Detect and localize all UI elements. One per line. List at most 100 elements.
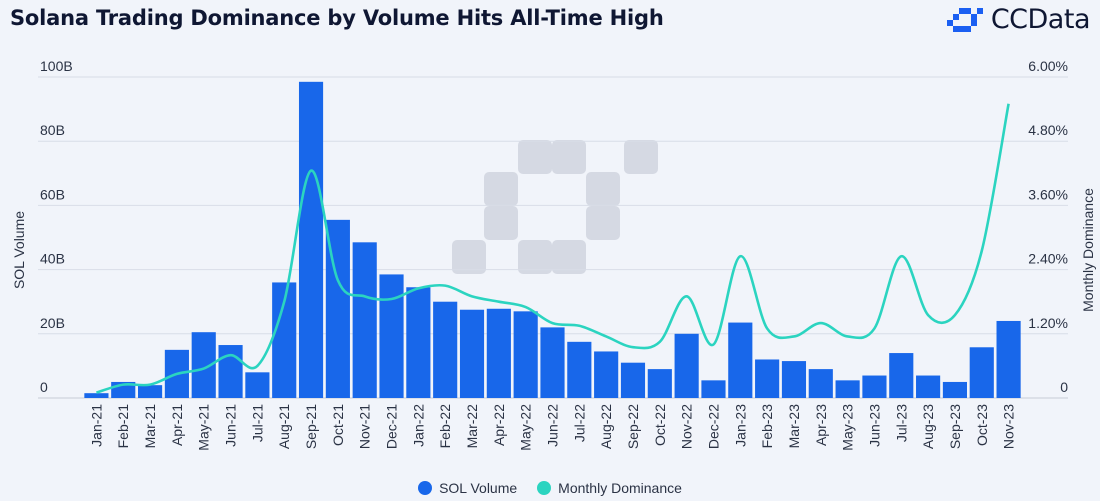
watermark-block	[452, 240, 486, 274]
line-series	[96, 103, 1010, 394]
bar	[245, 372, 270, 398]
bar	[647, 369, 672, 398]
x-tick-label: Aug-21	[276, 404, 292, 449]
dominance-line	[96, 103, 1010, 394]
y-tick-label: 100B	[40, 58, 73, 74]
y2-tick-label: 2.40%	[1028, 251, 1068, 267]
bar	[701, 380, 726, 398]
x-tick-label: Mar-23	[786, 404, 802, 449]
x-tick-label: Jun-23	[866, 404, 882, 447]
page-title: Solana Trading Dominance by Volume Hits …	[10, 6, 664, 30]
watermark-block	[484, 206, 518, 240]
ccdata-logo-icon	[946, 7, 983, 32]
watermark-block	[518, 240, 552, 274]
legend-swatch-bar	[418, 481, 433, 495]
bar-series	[84, 81, 1021, 398]
x-tick-label: Jan-22	[410, 404, 426, 447]
bar	[379, 274, 404, 398]
bar	[916, 375, 941, 398]
x-tick-label: Oct-23	[974, 404, 990, 446]
brand-logo: CCData	[946, 4, 1091, 35]
x-tick-label: Jul-21	[249, 404, 265, 442]
bar	[889, 353, 914, 398]
x-tick-label: May-21	[196, 404, 212, 451]
y2-tick-label: 0	[1060, 379, 1068, 395]
bar	[996, 320, 1021, 398]
x-tick-label: Nov-21	[357, 404, 373, 449]
x-tick-label: Jul-22	[571, 404, 587, 442]
chart-legend: SOL Volume Monthly Dominance	[0, 480, 1100, 496]
bar	[486, 308, 511, 398]
bar	[862, 375, 887, 398]
legend-label: Monthly Dominance	[558, 480, 682, 496]
x-tick-label: May-23	[840, 404, 856, 451]
bar	[84, 393, 109, 398]
x-tick-label: Mar-22	[464, 404, 480, 449]
legend-swatch-line	[537, 481, 552, 495]
x-tick-label: Sep-21	[303, 404, 319, 449]
bar	[433, 301, 458, 398]
x-tick-label: Jul-23	[893, 404, 909, 442]
y-tick-label: 60B	[40, 186, 65, 202]
watermark-block	[552, 140, 586, 174]
right-axis-ticks: 0 1.20% 2.40% 3.60% 4.80% 6.00%	[1028, 58, 1068, 395]
bar	[352, 242, 377, 398]
x-axis-ticks: Jan-21 Feb-21 Mar-21 Apr-21 May-21 Jun-21 Jul-…	[88, 404, 1016, 451]
x-tick-label: Aug-23	[920, 404, 936, 449]
x-tick-label: Sep-22	[625, 404, 641, 449]
x-tick-label: Feb-22	[437, 404, 453, 449]
brand-name: CCData	[990, 4, 1091, 35]
x-tick-label: Feb-23	[759, 404, 775, 449]
x-tick-label: Apr-21	[169, 404, 185, 446]
bar	[594, 351, 619, 398]
bar	[781, 361, 807, 398]
bar	[406, 287, 431, 398]
bar	[567, 341, 592, 398]
x-tick-label: Dec-22	[705, 404, 721, 449]
x-tick-label: Oct-21	[330, 404, 346, 446]
y-tick-label: 20B	[40, 315, 65, 331]
left-axis-ticks: 0 20B 40B 60B 80B 100B	[40, 58, 73, 395]
bar	[620, 362, 646, 398]
y-tick-label: 40B	[40, 251, 65, 267]
x-tick-label: Nov-23	[1001, 404, 1017, 449]
y-tick-label: 80B	[40, 122, 65, 138]
x-tick-label: Feb-21	[115, 404, 131, 449]
legend-item-monthly-dominance: Monthly Dominance	[537, 480, 682, 496]
bar	[459, 309, 485, 398]
watermark-logo	[452, 140, 658, 274]
x-tick-label: Dec-21	[384, 404, 400, 449]
bar	[540, 327, 565, 398]
legend-label: SOL Volume	[439, 480, 518, 496]
bar	[298, 81, 324, 398]
bar	[942, 381, 968, 398]
x-tick-label: Apr-22	[491, 404, 507, 446]
x-tick-label: Nov-22	[679, 404, 695, 449]
bar	[835, 380, 860, 398]
watermark-block	[552, 240, 586, 274]
x-tick-label: Mar-21	[142, 404, 158, 449]
watermark-block	[484, 172, 518, 206]
x-tick-label: Jun-21	[223, 404, 239, 447]
watermark-block	[518, 140, 552, 174]
x-tick-label: Jan-21	[88, 404, 104, 447]
y-axis-label: SOL Volume	[11, 211, 27, 289]
y2-tick-label: 6.00%	[1028, 58, 1068, 74]
y2-tick-label: 3.60%	[1028, 186, 1068, 202]
watermark-block	[586, 172, 620, 206]
x-tick-label: Aug-22	[598, 404, 614, 449]
bar	[513, 311, 538, 398]
bar	[969, 347, 994, 398]
y2-tick-label: 1.20%	[1028, 315, 1068, 331]
x-tick-label: Jan-23	[732, 404, 748, 447]
x-tick-label: Sep-23	[947, 404, 963, 449]
watermark-block	[586, 206, 620, 240]
x-tick-label: Jun-22	[545, 404, 561, 447]
bar	[755, 359, 780, 398]
y-tick-label: 0	[40, 379, 48, 395]
watermark-block	[624, 140, 658, 174]
y2-axis-label: Monthly Dominance	[1080, 188, 1096, 312]
bar	[137, 385, 163, 398]
legend-item-sol-volume: SOL Volume	[418, 480, 517, 496]
